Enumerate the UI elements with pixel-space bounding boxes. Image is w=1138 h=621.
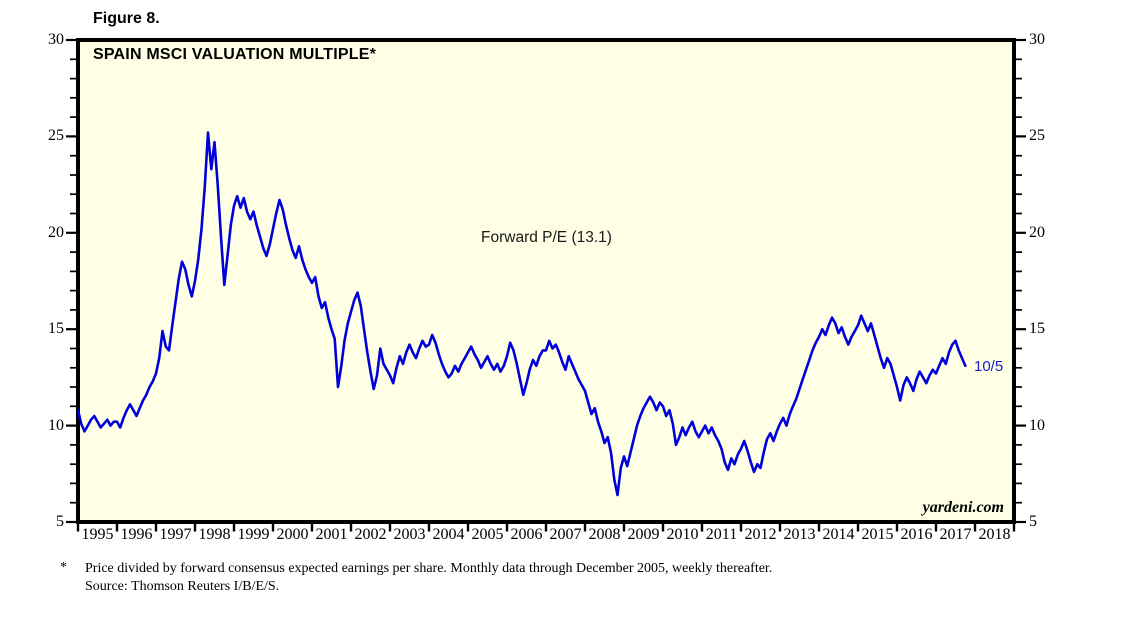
watermark-text: yardeni.com [922,499,1004,516]
plot-area: SPAIN MSCI VALUATION MULTIPLE* [76,38,1016,524]
y-axis-label-right: 10 [1029,417,1045,434]
x-axis-year-label: 1998 [198,526,231,543]
x-axis-year-label: 2006 [510,526,543,543]
y-axis-label-right: 25 [1029,127,1045,144]
x-axis-year-label: 2002 [354,526,387,543]
y-axis-label-left: 30 [48,31,64,48]
footnote-line2: Source: Thomson Reuters I/B/E/S. [85,579,280,594]
x-axis-year-label: 2018 [978,526,1011,543]
x-axis-year-label: 2008 [588,526,621,543]
figure-label: Figure 8. [93,10,160,27]
forward-pe-line [76,131,967,497]
y-axis-label-left: 15 [48,320,64,337]
footnote-text: Price divided by forward consensus expec… [85,560,772,596]
series-annotation: Forward P/E (13.1) [481,229,612,246]
x-axis-year-label: 2007 [549,526,582,543]
x-axis-year-label: 1997 [159,526,192,543]
footnote-line1: Price divided by forward consensus expec… [85,561,773,576]
y-axis-label-left: 25 [48,127,64,144]
footnote-marker: * [60,560,67,575]
chart-title: SPAIN MSCI VALUATION MULTIPLE* [93,46,377,63]
x-axis-year-label: 2003 [393,526,426,543]
x-axis-year-label: 2015 [861,526,894,543]
x-axis-year-label: 2000 [276,526,309,543]
x-axis-year-label: 2013 [783,526,816,543]
y-axis-label-right: 20 [1029,224,1045,241]
x-axis-year-label: 2016 [900,526,933,543]
x-axis-year-label: 1999 [237,526,270,543]
x-axis-year-label: 2010 [666,526,699,543]
y-axis-label-left: 20 [48,224,64,241]
x-axis-year-label: 1996 [120,526,153,543]
footnote: * Price divided by forward consensus exp… [60,560,772,596]
y-axis-label-left: 5 [56,513,64,530]
x-axis-year-label: 2012 [744,526,777,543]
x-axis-year-label: 2004 [432,526,465,543]
latest-value-label: 10/5 [974,358,1004,375]
y-axis-label-right: 5 [1029,513,1037,530]
x-axis-year-label: 2017 [939,526,972,543]
y-axis-label-right: 15 [1029,320,1045,337]
x-axis-year-label: 2009 [627,526,660,543]
x-axis-year-label: 2005 [471,526,504,543]
y-axis-label-right: 30 [1029,31,1045,48]
x-axis-year-label: 2014 [822,526,855,543]
x-axis-year-label: 2011 [705,526,738,543]
x-axis-year-label: 1995 [81,526,114,543]
y-axis-label-left: 10 [48,417,64,434]
x-axis-year-label: 2001 [315,526,348,543]
